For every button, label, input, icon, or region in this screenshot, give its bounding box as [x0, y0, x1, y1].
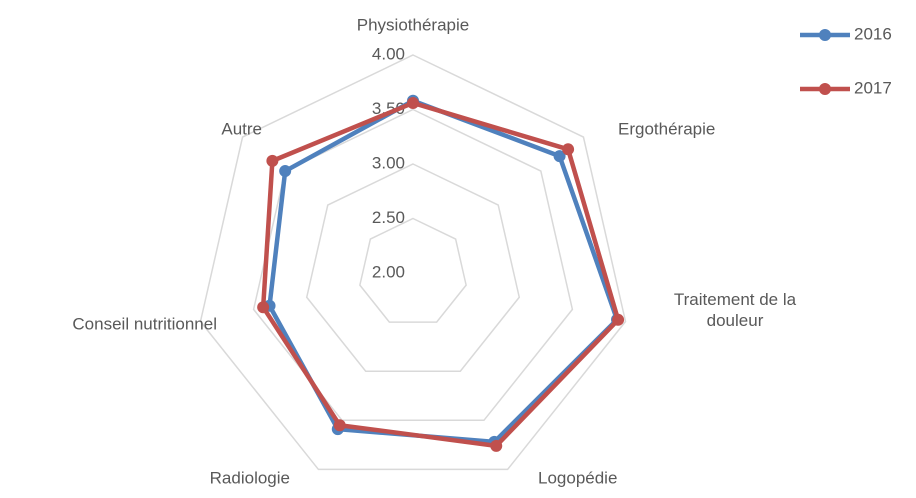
r-tick-label: 2.50: [372, 208, 405, 227]
grid-ring: [305, 163, 521, 372]
point: [562, 143, 575, 156]
axis-label: Conseil nutritionnel: [72, 314, 217, 333]
legend-marker: [819, 83, 831, 95]
point: [553, 150, 566, 163]
axis-label: Autre: [221, 119, 262, 138]
point: [257, 301, 270, 314]
legend-label: 2017: [854, 78, 892, 97]
axis-label: Ergothérapie: [618, 119, 715, 138]
legend-label: 2016: [854, 24, 892, 43]
series-line: [260, 100, 621, 449]
axis-label: Physiothérapie: [357, 15, 469, 34]
point: [490, 439, 503, 452]
axis-label-line: douleur: [707, 312, 764, 331]
r-tick-label: 2.00: [372, 262, 405, 281]
point: [266, 154, 279, 167]
r-tick-label: 3.00: [372, 153, 405, 172]
axis-label: Radiologie: [210, 468, 290, 487]
grid-ring: [359, 217, 467, 323]
axis-label: Traitement de la douleur: [674, 290, 797, 330]
axis-label: Logopédie: [538, 468, 617, 487]
r-tick-label: 3.50: [372, 99, 405, 118]
axis-label-line: Traitement de la: [674, 290, 797, 309]
r-tick-label: 4.00: [372, 44, 405, 63]
point: [612, 313, 625, 326]
legend-marker: [819, 29, 831, 41]
point: [333, 419, 346, 432]
point: [279, 165, 292, 178]
grid-ring: [252, 108, 574, 422]
point: [407, 96, 419, 109]
grid-ring: [199, 54, 627, 471]
